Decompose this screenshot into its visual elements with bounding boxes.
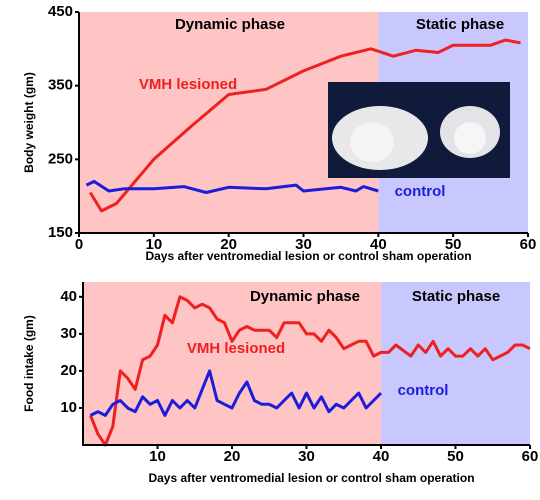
phase-label: Dynamic phase xyxy=(175,16,285,33)
x-axis-label: Days after ventromedial lesion or contro… xyxy=(148,471,474,485)
x-tick-label: 60 xyxy=(520,236,537,253)
y-axis-label: Body weight (gm) xyxy=(22,72,36,173)
y-tick-label: 40 xyxy=(60,288,77,305)
x-tick-label: 30 xyxy=(295,236,312,253)
x-tick-label: 20 xyxy=(224,448,241,465)
series-label: VMH lesioned xyxy=(187,340,285,357)
y-tick-label: 10 xyxy=(60,399,77,416)
x-tick-label: 50 xyxy=(445,236,462,253)
phase-label: Static phase xyxy=(416,16,504,33)
phase-region xyxy=(381,282,530,445)
x-tick-label: 60 xyxy=(522,448,539,465)
x-tick-label: 30 xyxy=(298,448,315,465)
x-tick-label: 0 xyxy=(75,236,83,253)
x-tick-label: 20 xyxy=(220,236,237,253)
y-axis-label: Food intake (gm) xyxy=(22,315,36,412)
data-line xyxy=(89,369,383,417)
x-tick-label: 40 xyxy=(370,236,387,253)
rat-obese-head xyxy=(350,122,394,162)
data-line xyxy=(89,295,531,447)
rat-normal-head xyxy=(454,122,486,154)
y-tick-label: 20 xyxy=(60,362,77,379)
data-line xyxy=(88,38,521,213)
phase-label: Dynamic phase xyxy=(250,288,360,305)
series-label: control xyxy=(395,183,446,200)
series-label: control xyxy=(398,382,449,399)
x-tick-label: 10 xyxy=(145,236,162,253)
x-axis-label: Days after ventromedial lesion or contro… xyxy=(145,249,471,263)
y-tick-label: 30 xyxy=(60,325,77,342)
phase-label: Static phase xyxy=(412,288,500,305)
y-tick-label: 350 xyxy=(48,77,73,94)
y-tick-label: 150 xyxy=(48,224,73,241)
series-label: VMH lesioned xyxy=(139,76,237,93)
data-line xyxy=(85,179,379,194)
phase-region xyxy=(83,282,381,445)
rat-photo xyxy=(328,82,510,178)
x-tick-label: 40 xyxy=(373,448,390,465)
x-tick-label: 50 xyxy=(447,448,464,465)
y-tick-label: 250 xyxy=(48,150,73,167)
x-tick-label: 10 xyxy=(149,448,166,465)
y-tick-label: 450 xyxy=(48,3,73,20)
